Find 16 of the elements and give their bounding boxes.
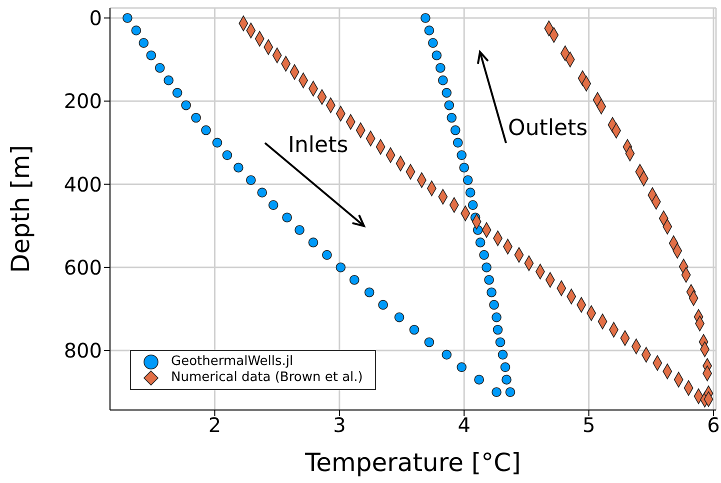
annotation: Outlets [508, 116, 588, 141]
y-tick-label: 200 [64, 89, 102, 114]
x-tick-label: 4 [458, 413, 470, 438]
y-tick-label: 400 [64, 172, 102, 196]
y-axis-title: Depth [m] [6, 145, 35, 273]
x-tick-label: 5 [582, 413, 596, 438]
legend-label: Numerical data (Brown et al.) [171, 370, 363, 386]
x-axis-title: Temperature [°C] [304, 448, 521, 477]
x-tick-label: 6 [707, 413, 720, 438]
x-tick-label: 3 [333, 413, 346, 438]
y-tick-label: 0 [89, 6, 102, 30]
y-tick-label: 800 [64, 338, 102, 363]
annotation: Inlets [288, 133, 348, 158]
x-tick-label: 2 [208, 413, 222, 438]
y-tick-label: 600 [64, 256, 102, 280]
legend-label: GeothermalWells.jl [171, 354, 294, 370]
